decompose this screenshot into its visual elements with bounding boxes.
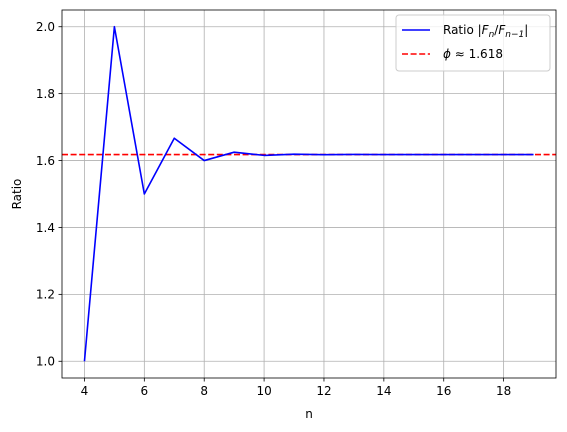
x-tick-label: 14 [376,384,391,398]
x-tick-label: 16 [436,384,451,398]
x-tick-label: 8 [200,384,208,398]
plot-frame [61,9,557,379]
series-line-ratio [83,25,534,362]
legend-reference-label: ϕ ≈ 1.618 [443,47,503,61]
axis-ticks: 4 6 8 10 12 14 16 18 1.0 1.2 1.4 1.6 1.8 2.0 [36,20,511,398]
y-tick-label: 1.6 [36,154,55,168]
legend-box [395,14,551,72]
y-axis-label: Ratio [10,179,24,210]
y-tick-label: 1.0 [36,355,55,369]
x-tick-label: 12 [316,384,331,398]
legend-series-label: Ratio |Fn/Fn−1| [443,23,528,40]
x-tick-label: 18 [496,384,511,398]
series-lines [83,25,534,362]
x-tick-label: 6 [141,384,149,398]
y-tick-label: 2.0 [36,20,55,34]
x-tick-label: 10 [256,384,271,398]
legend: Ratio |Fn/Fn−1| ϕ ≈ 1.618 [395,14,551,72]
y-tick-label: 1.4 [36,221,55,235]
x-tick-label: 4 [81,384,89,398]
y-tick-label: 1.2 [36,288,55,302]
y-tick-label: 1.8 [36,87,55,101]
x-axis-label: n [305,407,313,421]
